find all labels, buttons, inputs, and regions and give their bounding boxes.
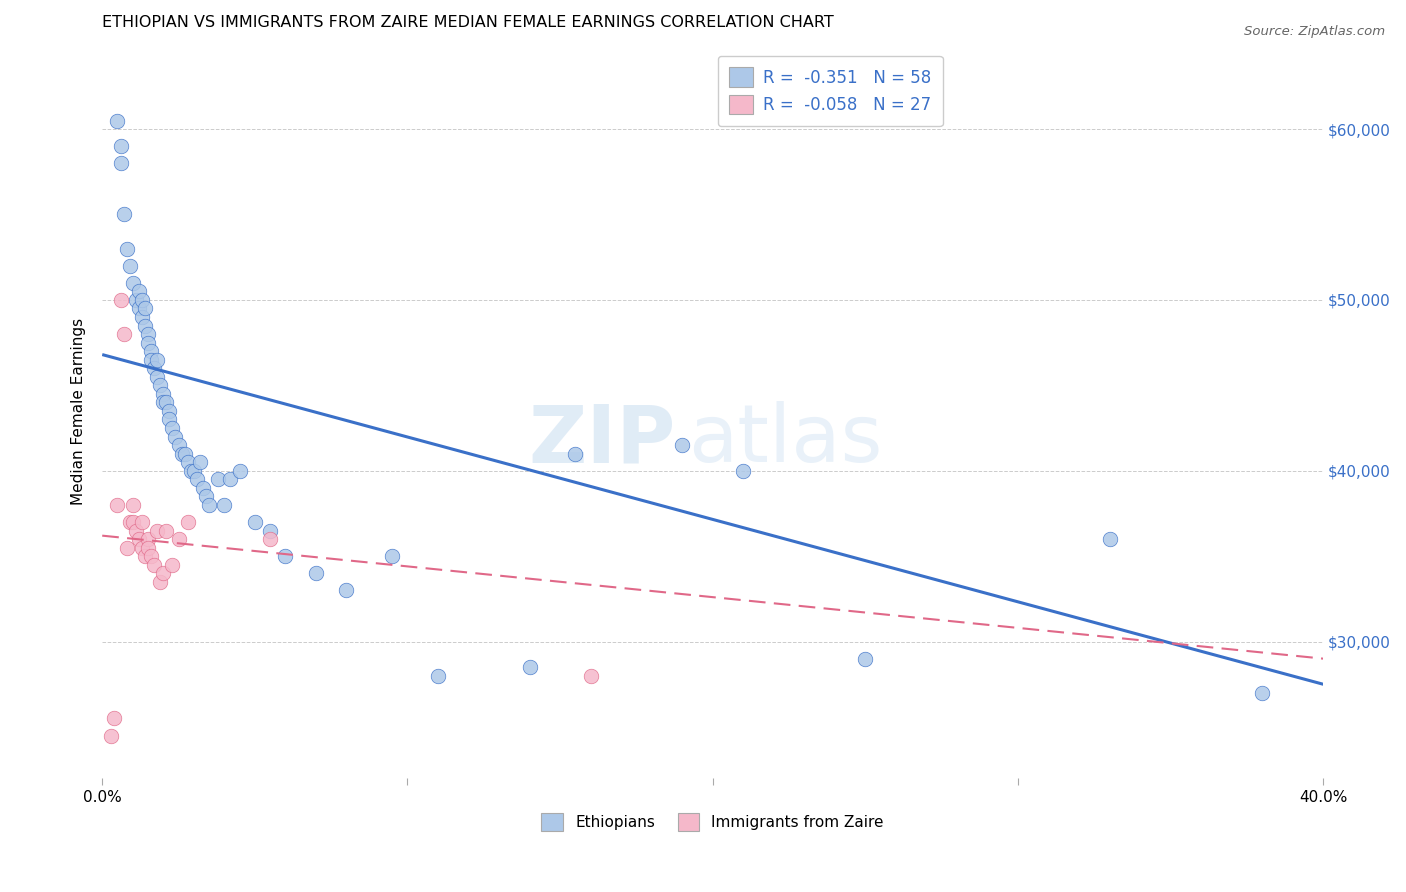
Point <box>134 549 156 563</box>
Point <box>128 285 150 299</box>
Point <box>191 481 214 495</box>
Point <box>243 515 266 529</box>
Point <box>176 455 198 469</box>
Point <box>427 669 450 683</box>
Point <box>519 660 541 674</box>
Point <box>134 318 156 333</box>
Point <box>186 472 208 486</box>
Point <box>136 327 159 342</box>
Point <box>162 421 184 435</box>
Point <box>103 711 125 725</box>
Point <box>146 369 169 384</box>
Point <box>118 515 141 529</box>
Point <box>1251 686 1274 700</box>
Point <box>564 447 586 461</box>
Point <box>115 242 138 256</box>
Point <box>188 455 211 469</box>
Point <box>136 335 159 350</box>
Point <box>107 498 129 512</box>
Point <box>149 574 172 589</box>
Point <box>118 259 141 273</box>
Text: ZIP: ZIP <box>529 401 676 479</box>
Point <box>128 301 150 316</box>
Point <box>121 498 143 512</box>
Point <box>136 532 159 546</box>
Point <box>146 524 169 538</box>
Point <box>180 464 202 478</box>
Point <box>139 352 162 367</box>
Point <box>143 361 166 376</box>
Point <box>214 498 236 512</box>
Text: ETHIOPIAN VS IMMIGRANTS FROM ZAIRE MEDIAN FEMALE EARNINGS CORRELATION CHART: ETHIOPIAN VS IMMIGRANTS FROM ZAIRE MEDIA… <box>103 15 834 30</box>
Point <box>131 293 153 307</box>
Point <box>381 549 404 563</box>
Point <box>1098 532 1121 546</box>
Point <box>139 549 162 563</box>
Point <box>110 293 132 307</box>
Point <box>152 566 174 581</box>
Point <box>139 344 162 359</box>
Point <box>167 532 190 546</box>
Point <box>157 412 180 426</box>
Point <box>110 139 132 153</box>
Point <box>112 327 135 342</box>
Point <box>112 207 135 221</box>
Y-axis label: Median Female Earnings: Median Female Earnings <box>72 318 86 505</box>
Point <box>125 524 148 538</box>
Point <box>125 293 148 307</box>
Point <box>219 472 242 486</box>
Point <box>579 669 602 683</box>
Point <box>228 464 250 478</box>
Point <box>170 447 193 461</box>
Text: Source: ZipAtlas.com: Source: ZipAtlas.com <box>1244 25 1385 38</box>
Point <box>207 472 229 486</box>
Text: atlas: atlas <box>689 401 883 479</box>
Point <box>157 404 180 418</box>
Point <box>195 489 218 503</box>
Point <box>100 729 122 743</box>
Point <box>155 524 177 538</box>
Point <box>733 464 755 478</box>
Point <box>146 352 169 367</box>
Point <box>128 532 150 546</box>
Point <box>152 387 174 401</box>
Point <box>335 583 357 598</box>
Point <box>155 395 177 409</box>
Point <box>136 541 159 555</box>
Legend: Ethiopians, Immigrants from Zaire: Ethiopians, Immigrants from Zaire <box>536 807 890 837</box>
Point <box>131 310 153 324</box>
Point <box>143 558 166 572</box>
Point <box>149 378 172 392</box>
Point <box>198 498 221 512</box>
Point <box>110 156 132 170</box>
Point <box>131 541 153 555</box>
Point <box>165 429 187 443</box>
Point <box>167 438 190 452</box>
Point <box>131 515 153 529</box>
Point <box>305 566 328 581</box>
Point <box>115 541 138 555</box>
Point <box>121 515 143 529</box>
Point <box>853 651 876 665</box>
Point <box>107 113 129 128</box>
Point <box>173 447 195 461</box>
Point <box>671 438 693 452</box>
Point <box>274 549 297 563</box>
Point <box>162 558 184 572</box>
Point <box>134 301 156 316</box>
Point <box>176 515 198 529</box>
Point <box>183 464 205 478</box>
Point <box>259 532 281 546</box>
Point <box>121 276 143 290</box>
Point <box>259 524 281 538</box>
Point <box>152 395 174 409</box>
